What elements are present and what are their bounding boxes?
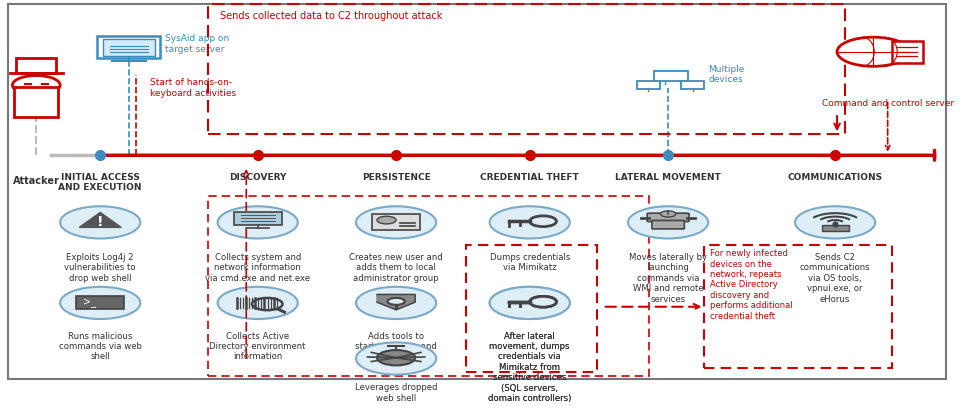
FancyBboxPatch shape bbox=[681, 81, 705, 89]
Circle shape bbox=[377, 350, 415, 365]
Circle shape bbox=[218, 206, 298, 239]
FancyBboxPatch shape bbox=[705, 246, 892, 368]
Circle shape bbox=[490, 287, 570, 319]
Text: Collects Active
Directory environment
information: Collects Active Directory environment in… bbox=[209, 332, 306, 361]
FancyBboxPatch shape bbox=[15, 87, 58, 117]
Text: Adds tools to
startup folders and
ASEP registry keys: Adds tools to startup folders and ASEP r… bbox=[355, 332, 437, 361]
Text: Runs malicious
commands via web
shell: Runs malicious commands via web shell bbox=[59, 332, 141, 361]
Text: PERSISTENCE: PERSISTENCE bbox=[362, 173, 431, 182]
Text: >_: >_ bbox=[83, 297, 96, 307]
Text: COMMUNICATIONS: COMMUNICATIONS bbox=[788, 173, 883, 182]
Circle shape bbox=[387, 298, 405, 305]
Text: Command and control server: Command and control server bbox=[822, 98, 953, 108]
Text: After lateral
movement, dumps
credentials via
Mimikatz from
sensitive devices
(S: After lateral movement, dumps credential… bbox=[488, 332, 571, 403]
Text: Leverages dropped
web shell: Leverages dropped web shell bbox=[355, 384, 438, 403]
FancyBboxPatch shape bbox=[8, 4, 946, 379]
Text: Multiple
devices: Multiple devices bbox=[709, 65, 744, 84]
FancyBboxPatch shape bbox=[822, 225, 849, 231]
Circle shape bbox=[529, 296, 557, 307]
Text: Creates new user and
adds them to local
administrator group: Creates new user and adds them to local … bbox=[349, 253, 443, 283]
FancyBboxPatch shape bbox=[16, 58, 56, 73]
Circle shape bbox=[356, 342, 437, 375]
Circle shape bbox=[13, 75, 60, 95]
Circle shape bbox=[218, 287, 298, 319]
Text: Attacker: Attacker bbox=[13, 176, 60, 186]
Circle shape bbox=[490, 287, 570, 319]
FancyBboxPatch shape bbox=[651, 220, 684, 229]
Text: Collects system and
network information
via cmd.exe and net.exe: Collects system and network information … bbox=[205, 253, 310, 283]
Polygon shape bbox=[79, 213, 121, 227]
Text: Start of hands-on-
keyboard activities: Start of hands-on- keyboard activities bbox=[150, 79, 236, 98]
Text: Sends C2
communications
via OS tools,
vpnui.exe, or
eHorus: Sends C2 communications via OS tools, vp… bbox=[800, 253, 870, 304]
Circle shape bbox=[795, 206, 875, 239]
Circle shape bbox=[837, 37, 910, 66]
Text: Moves laterally by
launching
commands via
WMI and remote
services: Moves laterally by launching commands vi… bbox=[629, 253, 707, 304]
Text: SysAid app on
target server: SysAid app on target server bbox=[166, 34, 229, 54]
Text: DISCOVERY: DISCOVERY bbox=[229, 173, 287, 182]
Text: Dumps credentials
via Mimikatz: Dumps credentials via Mimikatz bbox=[490, 253, 570, 272]
FancyBboxPatch shape bbox=[98, 36, 161, 58]
Circle shape bbox=[628, 206, 709, 239]
FancyBboxPatch shape bbox=[637, 81, 659, 89]
FancyBboxPatch shape bbox=[466, 246, 596, 372]
FancyBboxPatch shape bbox=[103, 39, 155, 56]
Text: INITIAL ACCESS
AND EXECUTION: INITIAL ACCESS AND EXECUTION bbox=[58, 173, 142, 192]
Circle shape bbox=[490, 206, 570, 239]
Text: Exploits Log4j 2
vulnerabilities to
drop web shell: Exploits Log4j 2 vulnerabilities to drop… bbox=[65, 253, 136, 283]
Polygon shape bbox=[377, 295, 415, 310]
FancyBboxPatch shape bbox=[653, 70, 688, 81]
Circle shape bbox=[660, 211, 676, 217]
FancyBboxPatch shape bbox=[892, 41, 923, 63]
Text: !: ! bbox=[97, 215, 104, 229]
Circle shape bbox=[529, 216, 557, 227]
Circle shape bbox=[529, 296, 557, 307]
Circle shape bbox=[60, 206, 140, 239]
FancyBboxPatch shape bbox=[373, 214, 420, 229]
Text: For newly infected
devices on the
network, repeats
Active Directory
discovery an: For newly infected devices on the networ… bbox=[711, 249, 793, 321]
Text: After lateral
movement, dumps
credentials via
Mimikatz from
sensitive devices
(S: After lateral movement, dumps credential… bbox=[488, 332, 571, 403]
Circle shape bbox=[60, 287, 140, 319]
Circle shape bbox=[377, 216, 396, 224]
Text: LATERAL MOVEMENT: LATERAL MOVEMENT bbox=[616, 173, 721, 182]
Circle shape bbox=[356, 287, 437, 319]
Text: CREDENTIAL THEFT: CREDENTIAL THEFT bbox=[480, 173, 579, 182]
FancyBboxPatch shape bbox=[648, 213, 689, 222]
FancyBboxPatch shape bbox=[234, 212, 282, 225]
Circle shape bbox=[356, 206, 437, 239]
Text: Sends collected data to C2 throughout attack: Sends collected data to C2 throughout at… bbox=[220, 11, 442, 21]
FancyBboxPatch shape bbox=[76, 296, 124, 309]
